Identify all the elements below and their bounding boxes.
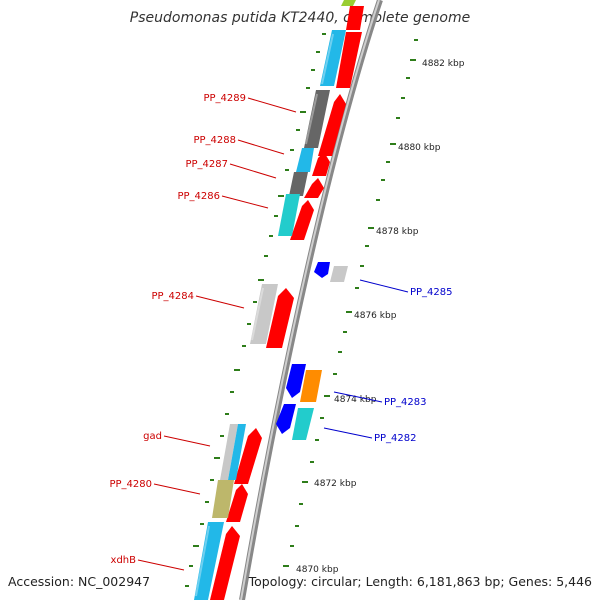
- gene-arrow-red: [210, 526, 240, 600]
- label-leader: [195, 295, 245, 309]
- ruler-label: 4874 kbp: [334, 395, 377, 405]
- feature-gloss: [195, 33, 334, 597]
- forward-side-features: [194, 0, 356, 600]
- gene-block-khaki: [341, 0, 356, 6]
- label-leader: [137, 559, 185, 571]
- map-title: Pseudomonas putida KT2440, complete geno…: [130, 10, 470, 26]
- label-leader: [247, 97, 297, 113]
- ruler-ticks-right: [283, 39, 418, 567]
- forward-strand-features: [210, 6, 364, 600]
- gene-label: PP_4283: [384, 397, 427, 408]
- gene-arrow-red: [266, 288, 294, 348]
- gene-arrow-red: [312, 152, 330, 176]
- gene-arrow-red: [346, 6, 364, 30]
- ruler-label: 4876 kbp: [354, 311, 397, 321]
- gene-label: PP_4287: [185, 159, 228, 170]
- gene-block-lightgray: [220, 424, 238, 480]
- gene-arrow-blue: [314, 262, 330, 278]
- gene-arrow-blue: [286, 364, 306, 398]
- label-leader: [221, 195, 269, 209]
- gene-arrow-red: [226, 484, 248, 522]
- gene-block-lightgray: [330, 266, 348, 282]
- gene-arrow-blue: [276, 404, 296, 434]
- gene-label: PP_4282: [374, 433, 417, 444]
- gene-block-cyan: [194, 522, 224, 600]
- accession-label: Accession: NC_002947: [8, 574, 150, 589]
- right-gene-labels: PP_4285 PP_4283 PP_4282: [323, 279, 453, 444]
- label-leader: [333, 391, 383, 403]
- ruler-labels: 4882 kbp 4880 kbp 4878 kbp 4876 kbp 4874…: [296, 59, 465, 575]
- gene-block-teal: [278, 194, 300, 236]
- gene-label: PP_4280: [109, 479, 152, 490]
- gene-label: PP_4288: [193, 135, 236, 146]
- gene-block-teal: [292, 408, 314, 440]
- label-leader: [323, 427, 373, 439]
- gene-block-lightgray: [250, 284, 278, 344]
- gene-arrow-red: [318, 94, 346, 156]
- genome-summary: Topology: circular; Length: 6,181,863 bp…: [248, 574, 592, 589]
- label-leader: [359, 279, 409, 293]
- ruler-ticks-left: [185, 33, 326, 587]
- ruler-label: 4870 kbp: [296, 565, 339, 575]
- gene-block-khaki: [212, 480, 234, 518]
- ruler-label: 4880 kbp: [398, 143, 441, 153]
- gene-label: PP_4289: [203, 93, 246, 104]
- label-leader: [229, 163, 277, 179]
- gene-arrow-red: [290, 200, 314, 240]
- gene-block-darkgray: [289, 172, 308, 196]
- gene-block-cyan: [228, 424, 246, 480]
- gene-arrow-red: [336, 32, 362, 88]
- ruler-label: 4872 kbp: [314, 479, 357, 489]
- label-leader: [153, 483, 201, 495]
- gene-label: PP_4286: [177, 191, 220, 202]
- gene-label: PP_4284: [151, 291, 194, 302]
- gene-block-orange: [300, 370, 322, 402]
- gene-label: gad: [143, 431, 162, 442]
- label-leader: [163, 435, 211, 447]
- gene-label: xdhB: [111, 555, 137, 566]
- ruler-label: 4882 kbp: [422, 59, 465, 69]
- ruler-label: 4878 kbp: [376, 227, 419, 237]
- gene-label: PP_4285: [410, 287, 453, 298]
- gene-block-darkgray: [304, 90, 330, 148]
- genome-backbone-highlight: [240, 0, 380, 600]
- label-leader: [237, 139, 285, 155]
- gene-block-cyan: [320, 30, 346, 86]
- gene-arrow-red: [234, 428, 262, 484]
- gene-block-cyan: [296, 148, 314, 172]
- reverse-strand-features: [276, 262, 348, 440]
- gene-arrow-red: [304, 178, 324, 198]
- left-gene-labels: PP_4289 PP_4288 PP_4287 PP_4286 PP_4284 …: [109, 93, 297, 571]
